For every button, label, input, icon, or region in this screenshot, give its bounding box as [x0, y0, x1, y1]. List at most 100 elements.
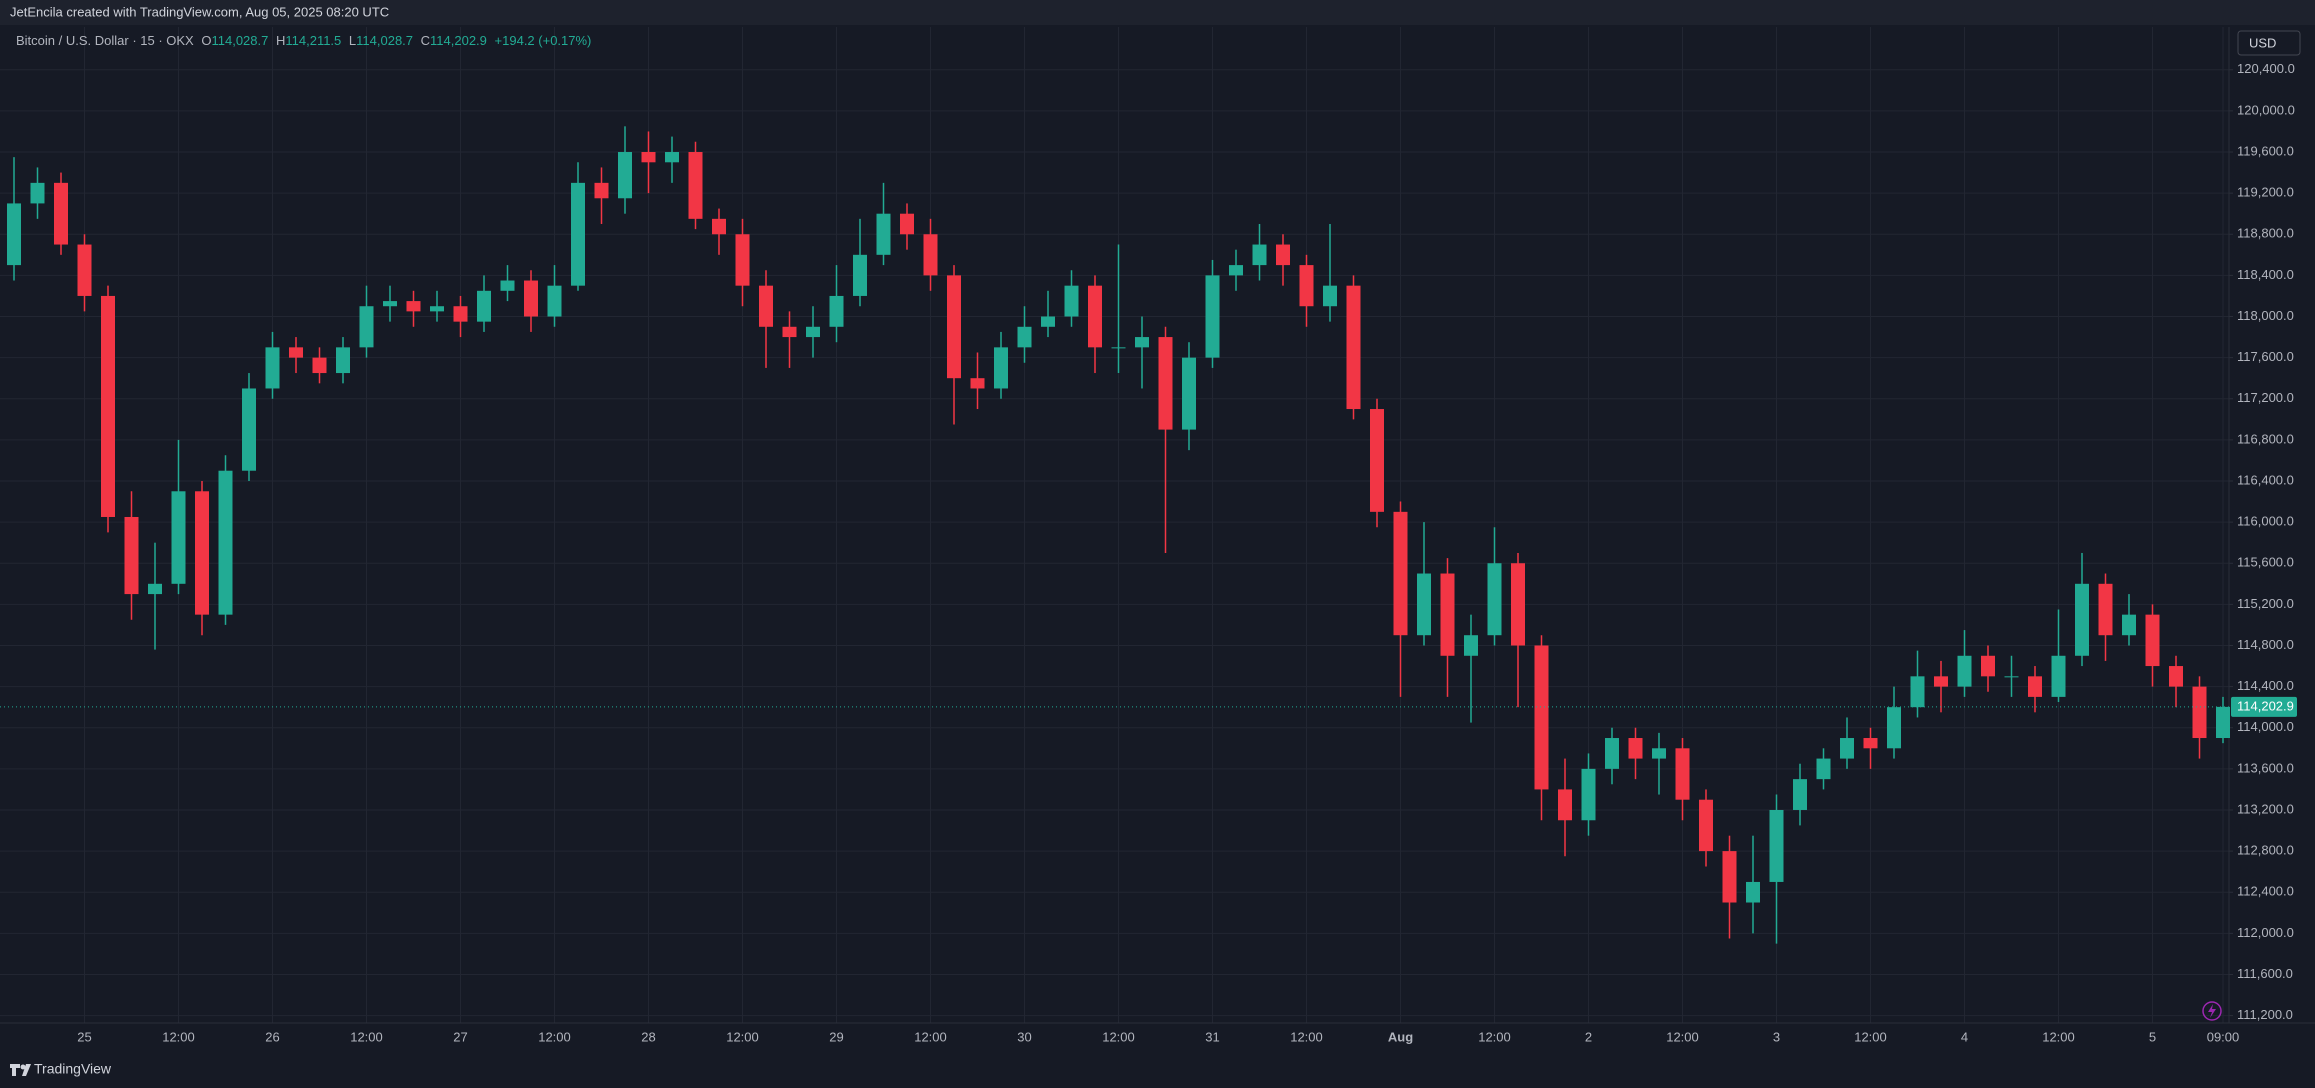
candle-body	[900, 213, 914, 235]
candle-body	[1816, 758, 1831, 780]
y-tick-label: 114,400.0	[2237, 678, 2294, 693]
x-tick-label: 12:00	[1102, 1029, 1135, 1044]
candle-body	[782, 326, 797, 338]
candle-body	[1182, 357, 1196, 430]
candle-body	[477, 290, 491, 322]
x-tick-label: 26	[265, 1029, 279, 1044]
candle-body	[1863, 738, 1878, 749]
candle-body	[1393, 511, 1408, 636]
candle-body	[1981, 655, 1995, 677]
candle-body	[1487, 563, 1502, 636]
candle-body	[171, 491, 186, 584]
y-tick-label: 112,000.0	[2237, 925, 2294, 940]
candle-body	[383, 301, 397, 307]
candle-body	[1205, 275, 1220, 358]
y-tick-label: 118,800.0	[2237, 226, 2294, 241]
symbol: Bitcoin / U.S. Dollar · 15 · OKX	[16, 33, 194, 48]
y-tick-label: 113,200.0	[2237, 801, 2294, 816]
x-tick-label: 5	[2149, 1029, 2156, 1044]
low-key: L	[349, 33, 356, 48]
x-tick-label: 2	[1585, 1029, 1592, 1044]
candle-body	[1652, 748, 1666, 759]
candle-body	[1628, 738, 1643, 759]
open-value: 114,028.7	[211, 33, 268, 48]
x-tick-label: 12:00	[538, 1029, 571, 1044]
y-tick-label: 112,400.0	[2237, 884, 2294, 899]
candle-body	[1511, 563, 1525, 646]
candle-body	[1158, 337, 1173, 430]
candle-body	[1910, 676, 1925, 708]
candle-body	[1252, 244, 1267, 266]
candle-body	[336, 347, 350, 374]
candle-body	[735, 234, 750, 286]
candle-body	[1558, 789, 1572, 821]
candle-body	[359, 306, 374, 348]
y-tick-label: 118,400.0	[2237, 267, 2294, 282]
x-tick-label: 4	[1961, 1029, 1968, 1044]
candle-body	[2216, 706, 2230, 739]
candle-body	[1346, 285, 1361, 410]
candle-body	[1957, 655, 1972, 687]
candle-body	[30, 182, 45, 204]
candle-body	[547, 285, 562, 317]
candle-body	[1417, 573, 1431, 636]
y-tick-label: 117,200.0	[2237, 390, 2294, 405]
candle-body	[688, 152, 703, 219]
currency-box[interactable]	[2237, 30, 2301, 56]
y-tick-label: 112,800.0	[2237, 843, 2294, 858]
candle-body	[148, 583, 162, 595]
header-bar	[0, 0, 2315, 25]
brand: TradingView	[34, 1061, 112, 1077]
x-tick-label: 31	[1205, 1029, 1219, 1044]
y-tick-label: 114,000.0	[2237, 719, 2294, 734]
candle-body	[1464, 635, 1478, 656]
high-key: H	[276, 33, 285, 48]
y-tick-label: 116,000.0	[2237, 514, 2294, 529]
candle-body	[923, 234, 938, 276]
price-label: 114,202.9	[2237, 698, 2294, 713]
candle-body	[124, 516, 139, 595]
close-value: 114,202.9	[430, 33, 487, 48]
alert-icon[interactable]	[2202, 1001, 2222, 1021]
y-tick-label: 120,400.0	[2237, 61, 2295, 76]
x-tick-label: 27	[453, 1029, 467, 1044]
x-tick-label: 12:00	[162, 1029, 195, 1044]
candle-body	[876, 213, 891, 255]
candle-body	[759, 285, 773, 327]
candle-body	[947, 275, 961, 379]
candle-body	[2075, 583, 2089, 656]
candle-body	[195, 491, 209, 615]
open-key: O	[201, 33, 211, 48]
y-tick-label: 113,600.0	[2237, 760, 2294, 775]
x-tick-label: 29	[829, 1029, 843, 1044]
candle-body	[289, 347, 303, 358]
x-tick-label: 3	[1773, 1029, 1780, 1044]
y-tick-label: 118,000.0	[2237, 308, 2294, 323]
x-tick-label: 12:00	[1854, 1029, 1887, 1044]
x-tick-label: 12:00	[2042, 1029, 2075, 1044]
candle-body	[242, 388, 256, 471]
y-tick-label: 114,800.0	[2237, 637, 2294, 652]
candle-body	[970, 378, 985, 389]
alert-icon-bolt	[2208, 1004, 2216, 1018]
candle-body	[2004, 676, 2019, 678]
candle-body	[1229, 265, 1243, 276]
candle-body	[430, 306, 444, 312]
close-key: C	[421, 33, 430, 48]
candle-body	[1534, 645, 1549, 790]
x-tick-label: 28	[641, 1029, 655, 1044]
y-tick-label: 115,600.0	[2237, 555, 2294, 570]
candle-body	[829, 295, 844, 327]
candle-body	[2028, 676, 2042, 697]
candle-body	[1323, 285, 1337, 307]
candle-body	[265, 347, 280, 389]
y-tick-label: 120,000.0	[2237, 102, 2295, 117]
candle-body	[1064, 285, 1079, 317]
candle-body	[1605, 738, 1619, 769]
candle-body	[1934, 676, 1948, 687]
low-value: 114,028.7	[356, 33, 413, 48]
candle-body	[500, 280, 515, 291]
x-tick-label: 30	[1017, 1029, 1031, 1044]
candle-body	[2122, 614, 2136, 636]
